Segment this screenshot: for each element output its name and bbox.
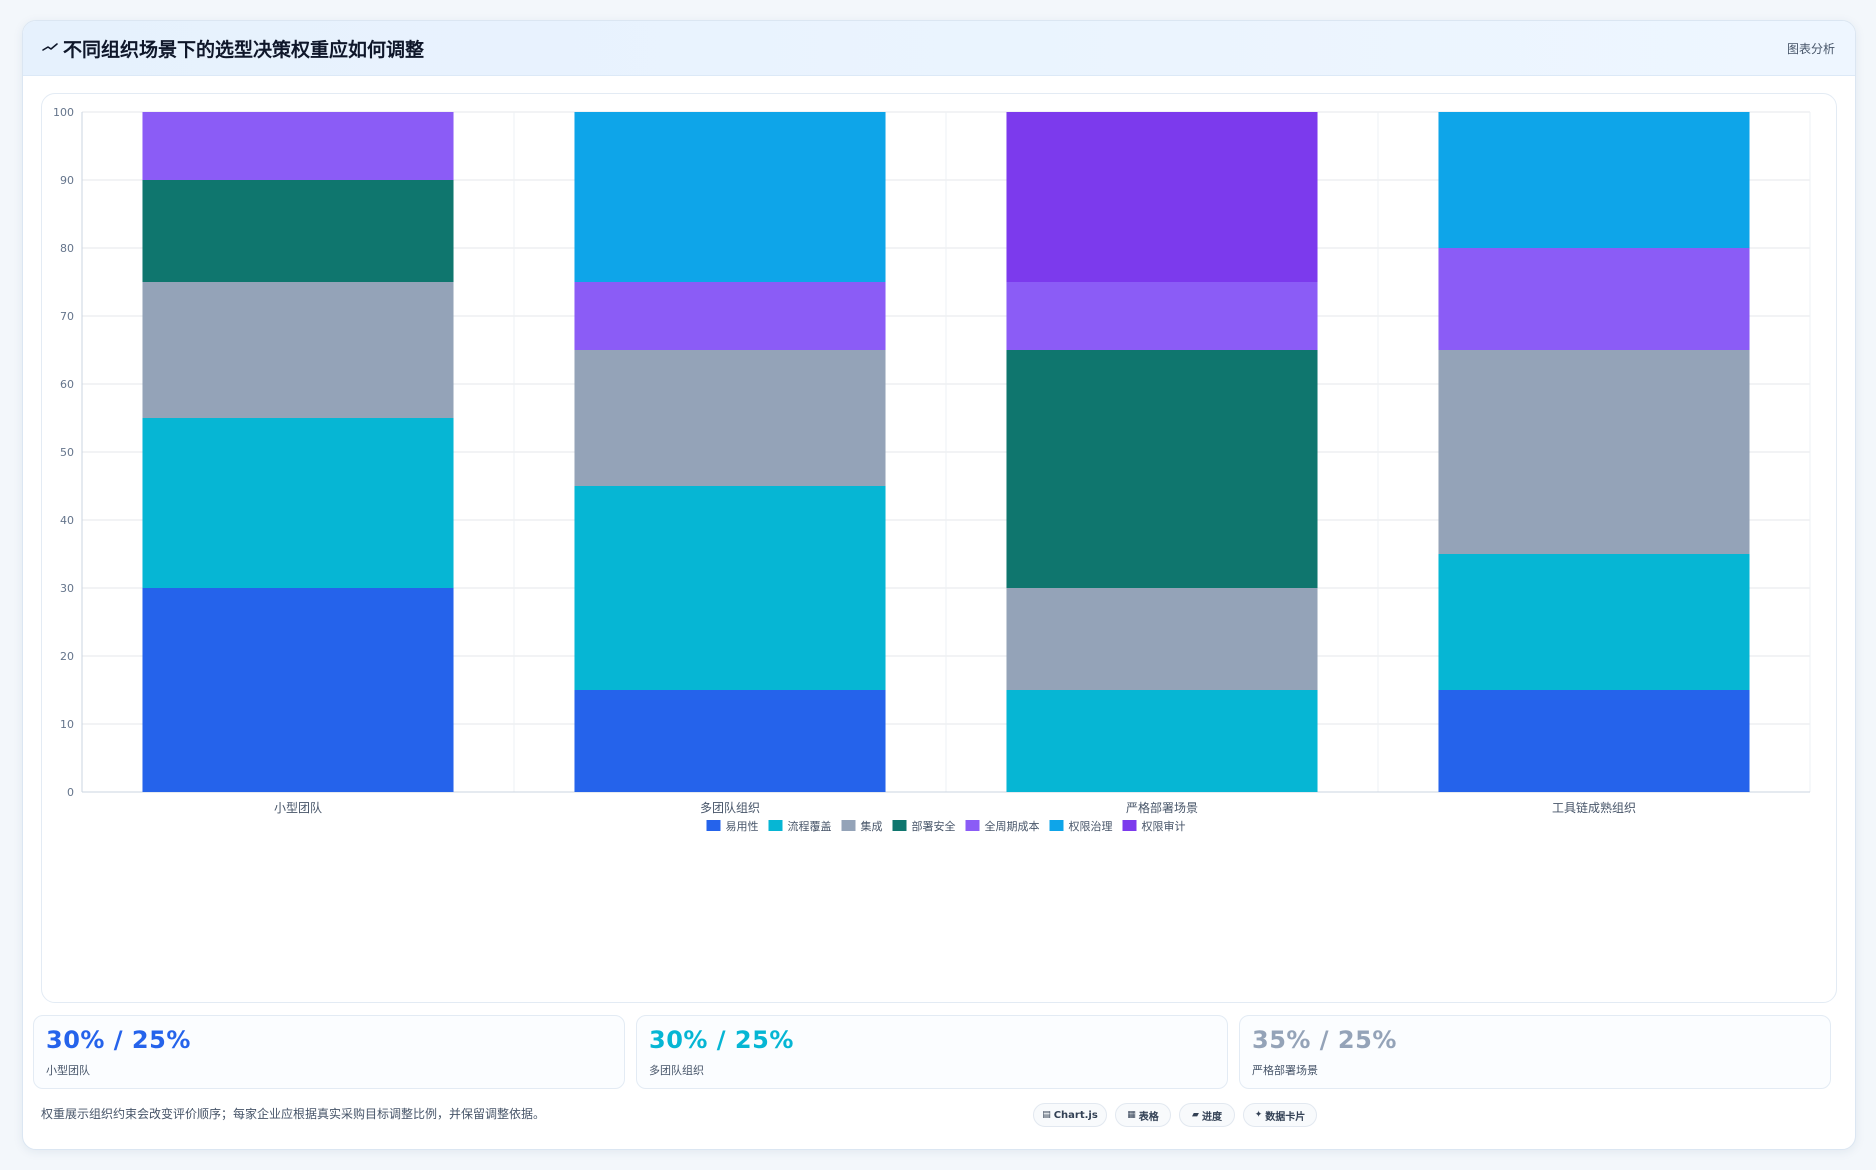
legend-swatch (1049, 820, 1064, 831)
legend-swatch (768, 820, 783, 831)
bar-segment (1006, 112, 1318, 282)
pill-label: 表格 (1138, 1111, 1159, 1123)
kpi-card-small-team: 30% / 25% 小型团队 (33, 1015, 625, 1089)
y-tick-label: 80 (60, 242, 74, 255)
bar-segment (574, 112, 886, 282)
y-tick-label: 50 (60, 446, 74, 459)
pill-label: 进度 (1201, 1111, 1222, 1123)
chart-card: 不同组织场景下的选型决策权重应如何调整 图表分析 0 10 20 30 40 50 60 70… (22, 20, 1856, 1150)
progress-icon: ▰ (1192, 1110, 1199, 1120)
legend-label: 集成 (861, 819, 883, 833)
kpi-card-strict-deploy: 35% / 25% 严格部署场景 (1239, 1015, 1831, 1089)
legend-swatch (841, 820, 856, 831)
bar-segment (142, 418, 454, 588)
bar-segment (1438, 248, 1750, 350)
kpi-label: 小型团队 (46, 1064, 90, 1077)
pill-progress[interactable]: ▰ 进度 (1179, 1103, 1235, 1127)
trend-icon (42, 43, 58, 51)
bar-segment (1438, 112, 1750, 248)
bar-segment (1438, 554, 1750, 690)
bar-segment (574, 486, 886, 690)
legend-label: 部署安全 (912, 819, 956, 833)
bar-segment (142, 112, 454, 180)
bar-segment (1006, 588, 1318, 690)
page-title: 不同组织场景下的选型决策权重应如何调整 (63, 39, 425, 61)
stacked-bar-chart: 0 10 20 30 40 50 60 70 80 90 100 小型团队 多团队组织 严格部署场景 工具链… (53, 106, 1811, 833)
y-tick-label: 30 (60, 582, 74, 595)
footnote: 权重展示组织约束会改变评价顺序；每家企业应根据真实采购目标调整比例，并保留调整依… (41, 1107, 546, 1121)
chart-icon: ▤ (1042, 1110, 1051, 1120)
table-icon: ▦ (1127, 1110, 1136, 1120)
kpi-value: 35% / 25% (1252, 1026, 1397, 1054)
legend-label: 流程覆盖 (788, 819, 832, 833)
y-tick-label: 100 (53, 106, 74, 119)
bar-segment (574, 690, 886, 792)
pill-label: 数据卡片 (1265, 1111, 1306, 1123)
x-tick-label: 小型团队 (274, 800, 322, 815)
x-tick-label: 严格部署场景 (1126, 800, 1198, 815)
bar-segment (142, 180, 454, 282)
y-tick-label: 70 (60, 310, 74, 323)
bar-segment (1006, 282, 1318, 350)
kpi-value: 30% / 25% (46, 1026, 191, 1054)
legend-swatch (892, 820, 907, 831)
pill-table[interactable]: ▦ 表格 (1115, 1103, 1171, 1127)
kpi-label: 严格部署场景 (1252, 1064, 1318, 1077)
bar-segment (574, 350, 886, 486)
sparkle-icon: ✦ (1254, 1110, 1263, 1120)
card-header: 不同组织场景下的选型决策权重应如何调整 图表分析 (23, 21, 1855, 76)
legend-swatch (965, 820, 980, 831)
bar-segment (1438, 350, 1750, 554)
kpi-label: 多团队组织 (649, 1064, 704, 1077)
legend-swatch (1122, 820, 1137, 831)
x-tick-label: 多团队组织 (700, 800, 760, 815)
legend-label: 权限审计 (1142, 819, 1186, 833)
legend-label: 全周期成本 (985, 819, 1040, 833)
legend-label: 易用性 (726, 819, 759, 833)
legend-label: 权限治理 (1069, 819, 1113, 833)
kpi-value: 30% / 25% (649, 1026, 794, 1054)
kpi-card-multi-team: 30% / 25% 多团队组织 (636, 1015, 1228, 1089)
header-tag: 图表分析 (1786, 42, 1835, 56)
bar-segment (1006, 690, 1318, 792)
legend-swatch (706, 820, 721, 831)
y-tick-label: 10 (60, 718, 74, 731)
y-tick-label: 60 (60, 378, 74, 391)
bar-segment (1438, 690, 1750, 792)
bar-segment (142, 282, 454, 418)
y-tick-label: 90 (60, 174, 74, 187)
pill-label: Chart.js (1053, 1109, 1098, 1121)
y-tick-label: 0 (67, 786, 74, 799)
pill-chartjs[interactable]: ▤ Chart.js (1033, 1103, 1107, 1127)
bar-segment (1006, 350, 1318, 588)
chart-panel: 0 10 20 30 40 50 60 70 80 90 100 小型团队 多团队组织 严格部署场景 工具链… (41, 93, 1837, 1003)
y-tick-label: 40 (60, 514, 74, 527)
pill-data-cards[interactable]: ✦ 数据卡片 (1243, 1103, 1317, 1127)
bar-segment (574, 282, 886, 350)
x-tick-label: 工具链成熟组织 (1552, 800, 1636, 815)
y-tick-label: 20 (60, 650, 74, 663)
bar-segment (142, 588, 454, 792)
